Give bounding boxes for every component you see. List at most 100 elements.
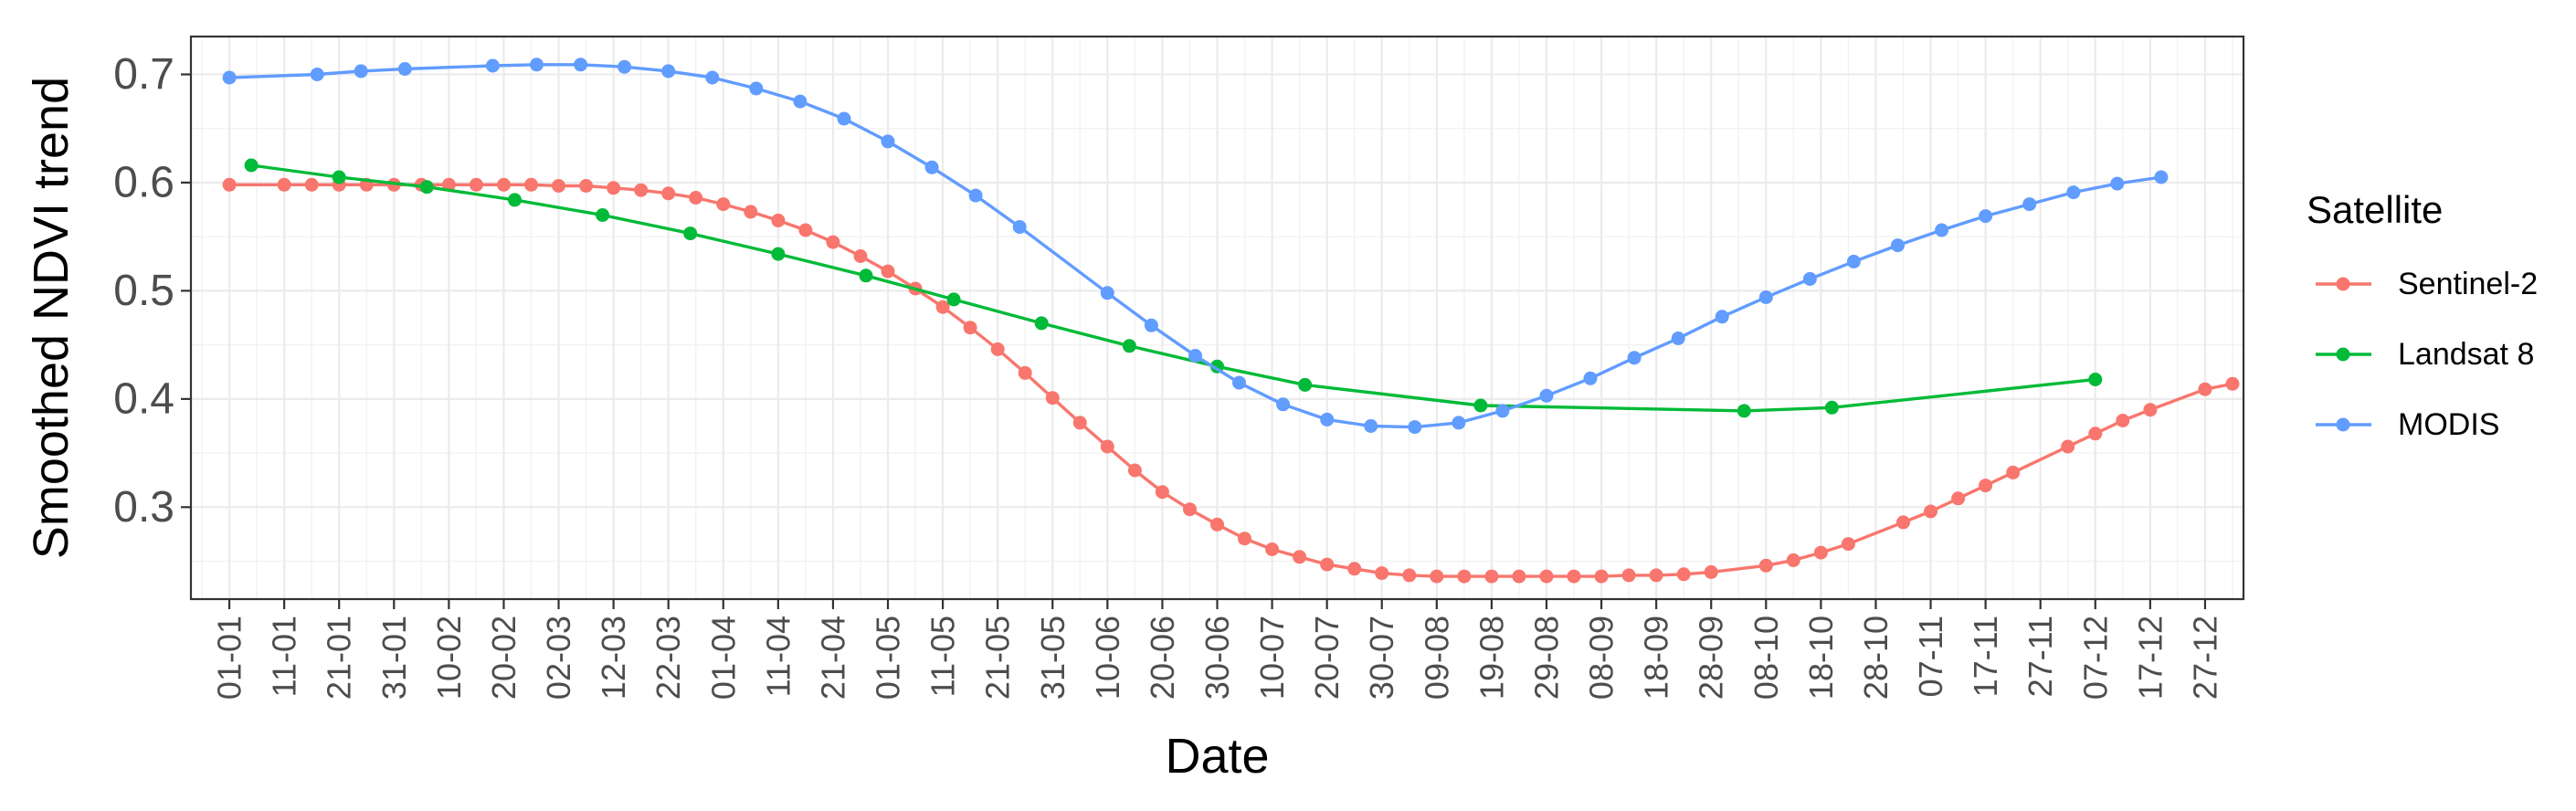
data-point: [1671, 332, 1685, 345]
data-point: [798, 223, 813, 237]
data-point: [1210, 517, 1224, 532]
data-point: [837, 111, 851, 126]
data-point: [744, 205, 758, 219]
x-tick-label: 30-07: [1363, 616, 1400, 700]
data-point: [1232, 375, 1246, 390]
data-point: [771, 247, 786, 261]
data-point: [304, 177, 319, 192]
data-point: [859, 269, 873, 283]
data-point: [485, 58, 500, 73]
data-point: [1430, 569, 1444, 584]
data-point: [1824, 400, 1839, 415]
data-point: [771, 213, 786, 227]
x-tick-label: 31-01: [375, 616, 413, 700]
data-point: [222, 70, 237, 85]
x-tick-label: 30-06: [1198, 616, 1236, 700]
legend-label: MODIS: [2398, 407, 2499, 442]
data-point: [1627, 351, 1642, 365]
data-point: [1495, 404, 1510, 418]
major-grid: [191, 37, 2243, 599]
legend-item: MODIS: [2316, 407, 2499, 442]
series-modis: [222, 58, 2169, 435]
x-tick-label: 20-06: [1144, 616, 1181, 700]
data-point: [2061, 439, 2075, 454]
x-tick-label: 07-11: [1912, 616, 1949, 697]
data-point: [1715, 310, 1729, 324]
y-axis: 0.3 0.4 0.5 0.6 0.7: [113, 50, 191, 532]
series-layer: [222, 58, 2240, 584]
data-point: [1320, 412, 1335, 427]
data-point: [661, 64, 676, 79]
data-point: [397, 62, 412, 76]
y-tick-label: 0.4: [113, 374, 174, 423]
data-point: [332, 170, 346, 184]
x-tick-label: 18-10: [1802, 616, 1840, 700]
x-tick-label: 28-09: [1693, 616, 1730, 700]
data-point: [2006, 465, 2021, 479]
x-tick-label: 19-08: [1473, 616, 1510, 700]
x-axis-title: Date: [1165, 729, 1269, 784]
data-point: [1649, 568, 1663, 583]
data-point: [1408, 420, 1422, 435]
x-tick-label: 29-08: [1527, 616, 1565, 700]
data-point: [2143, 403, 2158, 417]
x-tick-label: 11-05: [924, 616, 962, 697]
data-point: [222, 177, 237, 192]
x-tick-label: 02-03: [540, 616, 577, 700]
data-point: [1473, 398, 1488, 413]
data-point: [705, 70, 720, 85]
data-point: [354, 64, 368, 79]
data-point: [881, 264, 895, 279]
data-point: [469, 177, 483, 192]
data-point: [1621, 568, 1636, 583]
data-point: [1813, 545, 1828, 560]
x-tick-label: 10-07: [1253, 616, 1291, 700]
data-point: [2110, 176, 2125, 191]
data-point: [1737, 404, 1751, 418]
data-point: [2022, 197, 2037, 212]
data-point: [689, 191, 703, 205]
data-point: [1298, 377, 1313, 392]
data-point: [963, 321, 977, 335]
x-tick-label: 11-01: [266, 616, 303, 697]
data-point: [1072, 416, 1087, 430]
data-point: [1758, 558, 1773, 573]
data-point: [853, 249, 868, 263]
minor-grid: [191, 37, 2243, 599]
legend-item: Sentinel-2: [2316, 267, 2538, 301]
data-point: [1155, 485, 1169, 500]
series-landsat-8: [244, 158, 2103, 418]
x-tick-label: 20-07: [1308, 616, 1346, 700]
data-point: [1238, 532, 1251, 546]
data-point: [419, 180, 434, 195]
data-point: [1935, 223, 1949, 237]
x-tick-label: 31-05: [1034, 616, 1072, 700]
data-point: [968, 188, 983, 203]
x-tick-label: 27-12: [2186, 616, 2223, 700]
data-point: [1896, 515, 1910, 530]
data-point: [524, 177, 538, 192]
data-point: [1402, 568, 1417, 583]
data-point: [634, 183, 649, 197]
data-point: [1802, 271, 1817, 286]
data-point: [1364, 419, 1378, 433]
data-point: [1979, 479, 1993, 493]
x-tick-label: 08-10: [1747, 616, 1785, 700]
data-point: [2225, 376, 2240, 391]
legend-key-point: [2336, 277, 2350, 291]
data-point: [1567, 569, 1581, 584]
data-point: [793, 94, 808, 109]
data-point: [1144, 318, 1158, 332]
legend-label: Landsat 8: [2398, 337, 2534, 372]
data-point: [946, 292, 961, 307]
data-point: [2198, 382, 2212, 396]
x-tick-label: 27-11: [2022, 616, 2059, 697]
x-tick-label: 20-02: [485, 616, 523, 700]
data-point: [1100, 439, 1114, 454]
legend: Satellite Sentinel-2 Landsat 8 MODIS: [2307, 188, 2538, 442]
data-point: [1484, 569, 1499, 584]
data-point: [1188, 349, 1202, 363]
data-point: [1276, 397, 1291, 412]
data-point: [1320, 557, 1335, 572]
x-tick-label: 10-06: [1089, 616, 1126, 700]
